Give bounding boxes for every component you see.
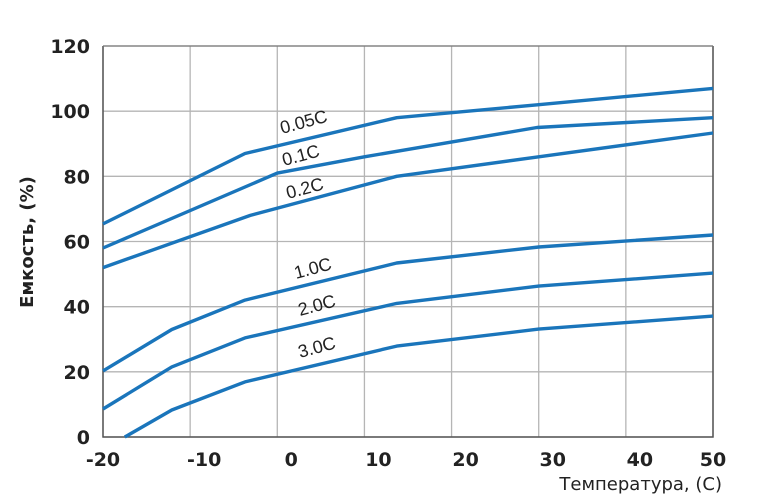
y-tick-label: 40	[64, 297, 90, 319]
series-line-0.1C	[102, 116, 714, 250]
series-line-0.05C	[102, 86, 714, 226]
y-axis-label: Емкость, (%)	[17, 176, 38, 308]
series-line-0.2C	[102, 131, 714, 270]
series-line-1.0C	[102, 233, 714, 373]
y-tick-label: 60	[64, 232, 90, 254]
series-label: 3.0C	[296, 333, 338, 362]
x-axis-label: Температура, (С)	[558, 474, 722, 495]
x-tick-label: 50	[700, 449, 726, 471]
series-line-2.0C	[102, 271, 714, 411]
x-tick-label: 20	[452, 449, 478, 471]
y-tick-label: 0	[77, 427, 90, 449]
x-tick-label: 40	[627, 449, 653, 471]
y-tick-label: 80	[64, 166, 90, 188]
series-line-3.0C	[123, 314, 714, 439]
series-label: 2.0C	[296, 291, 338, 320]
x-tick-label: -10	[187, 449, 221, 471]
plot-frame	[102, 46, 714, 438]
y-tick-label: 20	[64, 362, 90, 384]
x-tick-label: 30	[539, 449, 565, 471]
x-tick-label: -20	[86, 449, 120, 471]
y-tick-label: 100	[50, 101, 90, 123]
x-tick-label: 10	[365, 449, 391, 471]
tick-labels: -20 -10 0 10 20 30 40 50 0 20 40 60 80 100 120	[50, 36, 726, 471]
series-lines	[102, 86, 714, 439]
y-tick-label: 120	[50, 36, 90, 58]
x-tick-label: 0	[285, 449, 298, 471]
